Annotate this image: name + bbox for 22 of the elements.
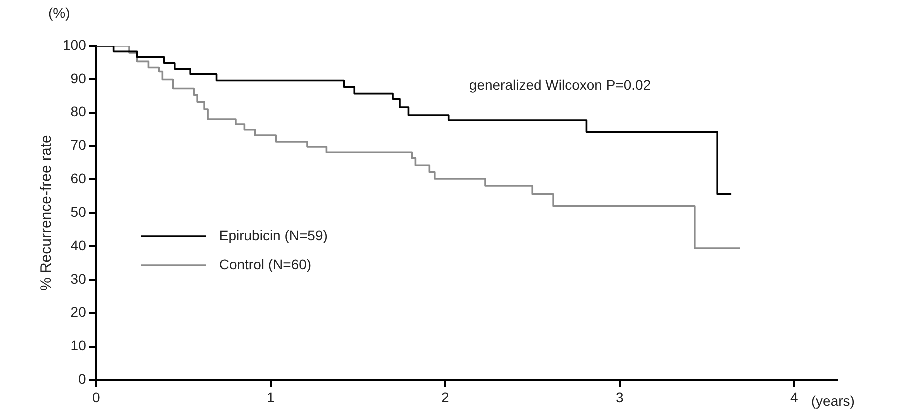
y-tick-label: 30: [70, 270, 87, 287]
y-tick-label: 60: [70, 170, 87, 187]
y-tick-label: 20: [70, 304, 87, 320]
y-tick-label: 100: [63, 36, 87, 53]
legend-label: Control (N=60): [219, 256, 312, 272]
x-tick-label: 4: [790, 389, 798, 406]
y-tick-label: 50: [70, 204, 87, 220]
legend-label: Epirubicin (N=59): [219, 227, 328, 244]
x-axis-title: (years): [811, 393, 855, 410]
y-axis-title: % Recurrence-free rate: [38, 135, 56, 292]
x-tick-label: 3: [616, 389, 624, 406]
x-tick-label: 2: [441, 389, 450, 406]
y-tick-label: 80: [70, 104, 87, 120]
y-tick-label: 40: [70, 237, 87, 254]
y-tick-label: 90: [70, 70, 87, 86]
annotation: generalized Wilcoxon P=0.02: [469, 76, 652, 93]
x-tick-label: 0: [92, 389, 100, 406]
y-tick-label: 70: [70, 137, 87, 154]
x-tick-label: 1: [266, 389, 275, 406]
y-tick-label: 10: [70, 338, 87, 354]
y-tick-label: 0: [78, 371, 87, 388]
text: (%): [48, 4, 70, 21]
